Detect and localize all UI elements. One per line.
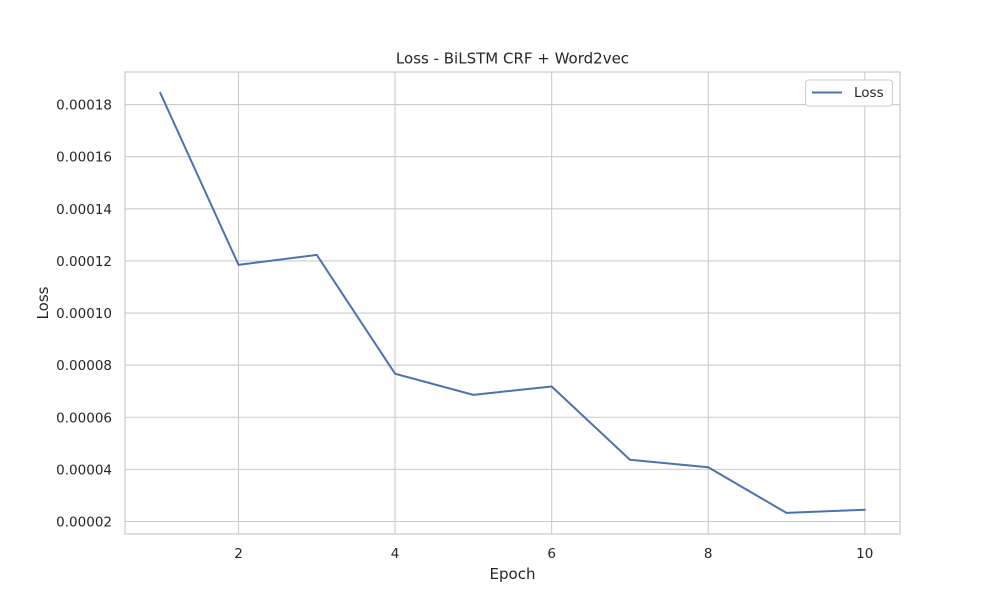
x-axis-label: Epoch bbox=[490, 565, 536, 583]
x-tick-label: 2 bbox=[234, 546, 243, 562]
x-tick-label: 4 bbox=[391, 546, 400, 562]
legend-label-loss: Loss bbox=[854, 85, 884, 101]
x-tick-label: 10 bbox=[856, 546, 873, 562]
y-tick-label: 0.00002 bbox=[56, 514, 112, 530]
y-tick-label: 0.00010 bbox=[56, 306, 112, 322]
legend: Loss bbox=[805, 79, 893, 107]
y-tick-label: 0.00012 bbox=[56, 254, 112, 270]
x-tick-labels: 2 4 6 8 10 bbox=[234, 546, 873, 562]
y-tick-label: 0.00014 bbox=[56, 202, 112, 218]
y-tick-labels: 0.00002 0.00004 0.00006 0.00008 0.00010 0.000… bbox=[56, 98, 112, 531]
legend-box bbox=[805, 79, 893, 107]
plot-frame bbox=[124, 71, 901, 535]
grid-lines bbox=[125, 72, 900, 534]
y-tick-label: 0.00008 bbox=[56, 358, 112, 374]
y-axis-label: Loss bbox=[34, 286, 52, 319]
y-tick-label: 0.00004 bbox=[56, 462, 112, 478]
chart-title: Loss - BiLSTM CRF + Word2vec bbox=[396, 50, 629, 68]
x-tick-label: 8 bbox=[704, 546, 713, 562]
y-tick-label: 0.00006 bbox=[56, 410, 112, 426]
x-tick-label: 6 bbox=[547, 546, 556, 562]
series-line-loss bbox=[159, 91, 866, 514]
y-tick-label: 0.00018 bbox=[56, 98, 112, 114]
series-layer bbox=[159, 91, 866, 514]
y-tick-label: 0.00016 bbox=[56, 150, 112, 166]
